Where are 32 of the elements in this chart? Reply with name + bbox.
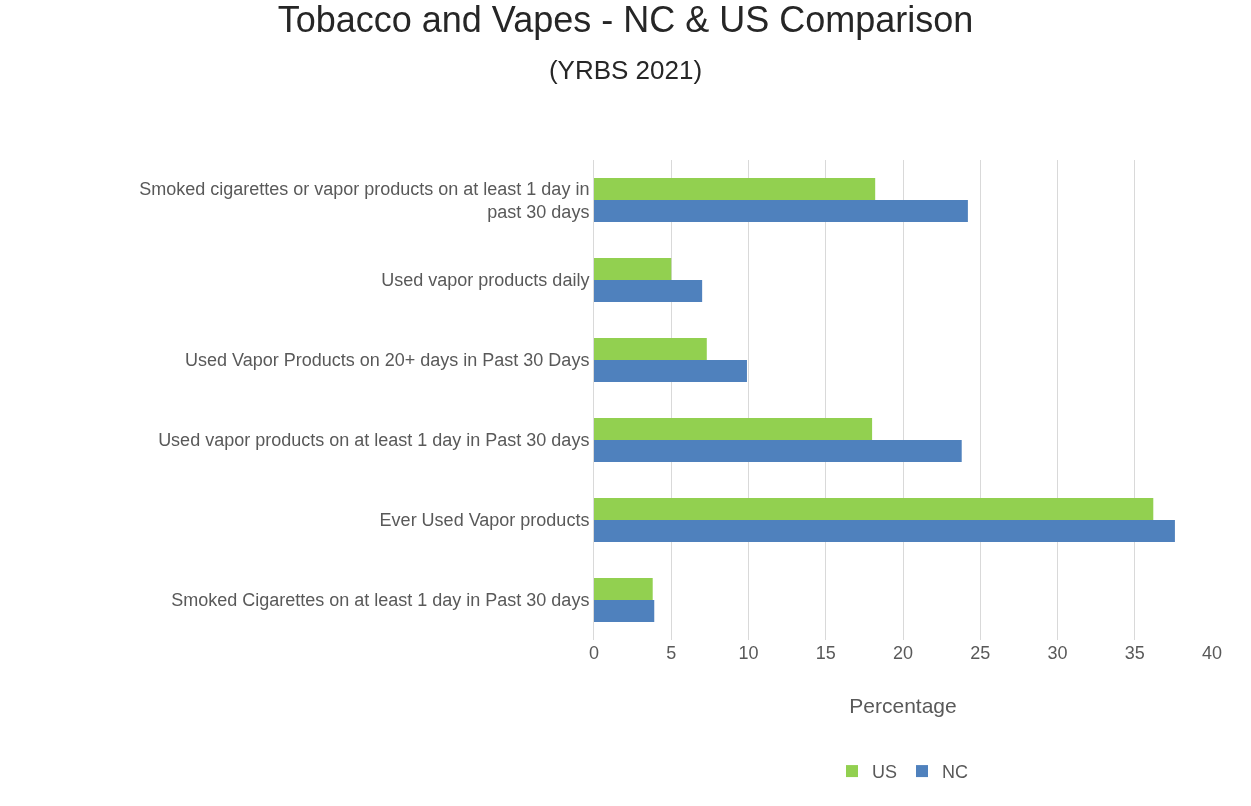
x-tick-label: 10: [738, 643, 759, 663]
bar: [594, 578, 653, 600]
y-tick-label: Smoked Cigarettes on at least 1 day in Past 30 days: [171, 590, 590, 611]
x-tick-label: 5: [666, 643, 677, 663]
x-tick-label: 0: [588, 643, 600, 663]
bar: [594, 360, 747, 382]
y-tick-label: Used vapor products on at least 1 day in Past 30 days: [158, 430, 590, 451]
x-tick-label: 30: [1047, 643, 1068, 663]
chart-title: Tobacco and Vapes - NC & US Comparison: [277, 0, 974, 41]
bar: [594, 338, 707, 360]
bar: [594, 600, 655, 622]
y-tick-label: Smoked cigarettes or vapor products on at least 1 day in past 30 days: [139, 178, 590, 222]
bar: [594, 258, 672, 280]
chart-subtitle: (YRBS 2021): [548, 55, 703, 86]
x-tick-label: 25: [970, 643, 991, 663]
y-tick-label: Used Vapor Products on 20+ days in Past 30 Days: [184, 350, 590, 371]
bar: [594, 280, 703, 302]
bar: [594, 178, 876, 200]
legend-label: US: [872, 762, 898, 783]
bar: [594, 498, 1154, 520]
bar: [594, 440, 962, 462]
y-tick-label: Used vapor products daily: [381, 270, 590, 291]
x-tick-label: 35: [1124, 643, 1145, 663]
bar: [594, 520, 1175, 542]
bar: [594, 418, 873, 440]
x-tick-label: 40: [1201, 643, 1223, 663]
x-tick-label: 15: [815, 643, 836, 663]
x-axis-title: Percentage: [849, 694, 957, 717]
bar: [594, 200, 968, 222]
y-tick-label: Ever Used Vapor products: [379, 510, 590, 531]
x-tick-label: 20: [892, 643, 914, 663]
legend-label: NC: [942, 762, 969, 783]
